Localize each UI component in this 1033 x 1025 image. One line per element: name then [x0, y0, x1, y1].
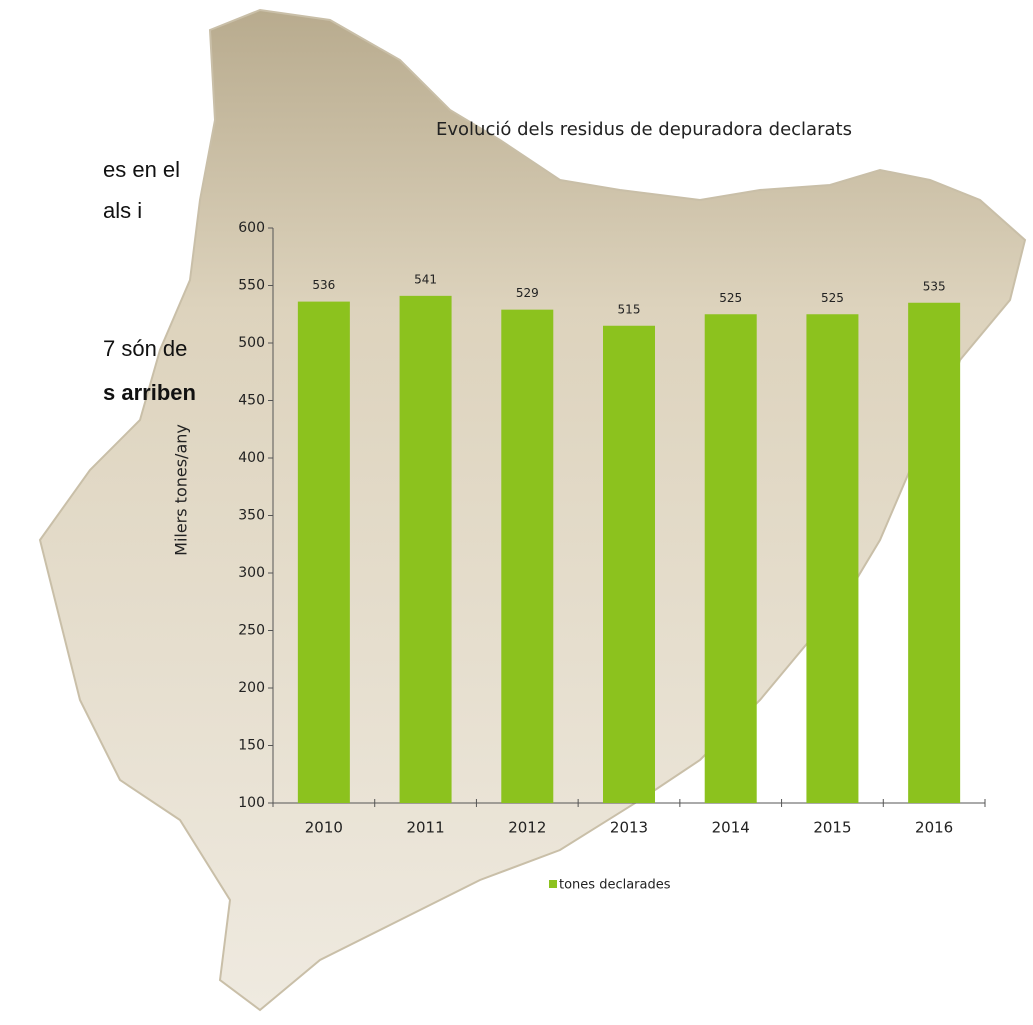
side-text: 7 són de — [103, 336, 187, 361]
legend-label: tones declarades — [559, 878, 671, 893]
bar — [908, 303, 960, 803]
bar — [298, 302, 350, 803]
x-tick-label: 2012 — [508, 819, 546, 837]
bar — [806, 314, 858, 803]
y-tick-label: 600 — [238, 220, 265, 236]
y-tick-label: 250 — [238, 623, 265, 639]
x-tick-label: 2013 — [610, 819, 648, 837]
x-tick-label: 2016 — [915, 819, 953, 837]
page: es en el als i 7 són de s arriben Evoluc… — [0, 0, 1033, 1025]
side-text: als i — [103, 198, 142, 223]
bar — [603, 326, 655, 803]
x-tick-label: 2014 — [712, 819, 750, 837]
y-tick-label: 500 — [238, 335, 265, 351]
y-tick-label: 100 — [238, 795, 265, 811]
y-axis-label: Milers tones/any — [172, 424, 191, 556]
value-label: 536 — [312, 278, 335, 292]
y-tick-label: 200 — [238, 680, 265, 696]
value-label: 515 — [618, 302, 641, 316]
value-label: 535 — [923, 279, 946, 293]
side-text: s arriben — [103, 380, 196, 405]
value-label: 525 — [821, 291, 844, 305]
legend-swatch — [549, 880, 557, 888]
y-tick-label: 150 — [238, 738, 265, 754]
chart: es en el als i 7 són de s arriben Evoluc… — [0, 0, 1033, 1025]
bar — [705, 314, 757, 803]
y-tick-label: 450 — [238, 393, 265, 409]
bar — [400, 296, 452, 803]
x-tick-label: 2015 — [813, 819, 851, 837]
value-label: 525 — [719, 291, 742, 305]
y-tick-label: 550 — [238, 278, 265, 294]
side-text: es en el — [103, 157, 180, 182]
value-label: 541 — [414, 272, 437, 286]
x-tick-label: 2010 — [305, 819, 343, 837]
chart-title: Evolució dels residus de depuradora decl… — [436, 119, 852, 140]
x-tick-label: 2011 — [406, 819, 444, 837]
y-tick-label: 300 — [238, 565, 265, 581]
y-tick-label: 350 — [238, 508, 265, 524]
value-label: 529 — [516, 286, 539, 300]
bar — [501, 310, 553, 803]
y-tick-label: 400 — [238, 450, 265, 466]
